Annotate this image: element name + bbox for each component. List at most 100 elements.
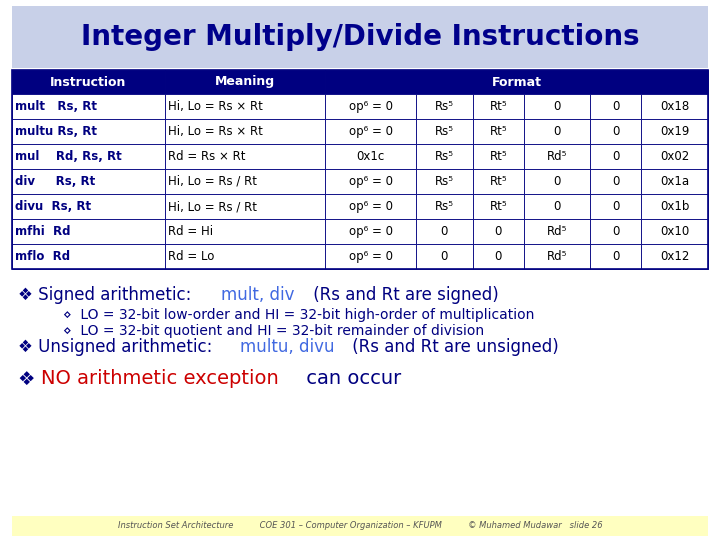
Text: 0: 0 (612, 225, 620, 238)
Text: 0: 0 (554, 175, 561, 188)
Text: 0: 0 (554, 125, 561, 138)
Text: ⋄  LO = 32-bit low-order and HI = 32-bit high-order of multiplication: ⋄ LO = 32-bit low-order and HI = 32-bit … (63, 308, 534, 322)
Bar (524, 94, 590, 119)
Text: 0: 0 (612, 200, 620, 213)
Bar (164, 70, 325, 94)
Text: 0: 0 (612, 150, 620, 163)
Bar (416, 144, 473, 169)
Bar (473, 144, 524, 169)
Text: mult, div: mult, div (221, 286, 294, 304)
Text: op⁶ = 0: op⁶ = 0 (348, 100, 392, 113)
Bar (416, 94, 473, 119)
Bar (325, 244, 416, 269)
Bar (590, 169, 642, 194)
Bar (12, 6, 708, 68)
Text: Format: Format (492, 76, 541, 89)
Bar (642, 219, 708, 244)
Text: ⋄  LO = 32-bit quotient and HI = 32-bit remainder of division: ⋄ LO = 32-bit quotient and HI = 32-bit r… (63, 324, 484, 338)
Bar (325, 119, 416, 144)
Bar (325, 194, 416, 219)
Text: 0: 0 (612, 100, 620, 113)
Bar (164, 169, 325, 194)
Bar (12, 169, 164, 194)
Text: Rd⁵: Rd⁵ (547, 250, 567, 263)
Text: Rd⁵: Rd⁵ (547, 225, 567, 238)
Bar (12, 219, 164, 244)
Bar (416, 169, 473, 194)
Text: mfhi  Rd: mfhi Rd (15, 225, 71, 238)
Bar (325, 144, 416, 169)
Bar (473, 94, 524, 119)
Text: ❖ Unsigned arithmetic:: ❖ Unsigned arithmetic: (18, 338, 217, 356)
Text: Rt⁵: Rt⁵ (490, 200, 507, 213)
Text: Hi, Lo = Rs / Rt: Hi, Lo = Rs / Rt (168, 175, 256, 188)
Text: 0: 0 (441, 250, 448, 263)
Text: 0x02: 0x02 (660, 150, 689, 163)
Text: Hi, Lo = Rs × Rt: Hi, Lo = Rs × Rt (168, 125, 262, 138)
Text: 0x19: 0x19 (660, 125, 690, 138)
Text: multu, divu: multu, divu (240, 338, 335, 356)
Text: mflo  Rd: mflo Rd (15, 250, 70, 263)
Bar (524, 169, 590, 194)
Bar (416, 119, 473, 144)
Text: 0: 0 (554, 200, 561, 213)
Bar (12, 244, 164, 269)
Bar (164, 144, 325, 169)
Bar (12, 94, 164, 119)
Bar (12, 70, 708, 269)
Bar (524, 144, 590, 169)
Text: Instruction Set Architecture          COE 301 – Computer Organization – KFUPM   : Instruction Set Architecture COE 301 – C… (117, 522, 603, 530)
Text: 0x1c: 0x1c (356, 150, 384, 163)
Bar (642, 94, 708, 119)
Bar (416, 244, 473, 269)
Text: multu Rs, Rt: multu Rs, Rt (15, 125, 97, 138)
Bar (164, 194, 325, 219)
Text: 0x1b: 0x1b (660, 200, 690, 213)
Text: Rt⁵: Rt⁵ (490, 125, 507, 138)
Bar (416, 219, 473, 244)
Text: (Rs and Rt are unsigned): (Rs and Rt are unsigned) (346, 338, 559, 356)
Bar (325, 169, 416, 194)
Bar (590, 144, 642, 169)
Bar (642, 244, 708, 269)
Text: mul    Rd, Rs, Rt: mul Rd, Rs, Rt (15, 150, 122, 163)
Text: 0: 0 (612, 125, 620, 138)
Text: Rs⁵: Rs⁵ (435, 200, 454, 213)
Bar (590, 119, 642, 144)
Bar (12, 70, 164, 94)
Text: mult   Rs, Rt: mult Rs, Rt (15, 100, 97, 113)
Bar (12, 119, 164, 144)
Text: op⁶ = 0: op⁶ = 0 (348, 250, 392, 263)
Text: Rd⁵: Rd⁵ (547, 150, 567, 163)
Bar (590, 94, 642, 119)
Text: op⁶ = 0: op⁶ = 0 (348, 125, 392, 138)
Bar (524, 219, 590, 244)
Bar (473, 244, 524, 269)
Text: Rs⁵: Rs⁵ (435, 125, 454, 138)
Text: Rs⁵: Rs⁵ (435, 100, 454, 113)
Bar (473, 194, 524, 219)
Text: Rd = Lo: Rd = Lo (168, 250, 214, 263)
Bar (325, 94, 416, 119)
Bar (524, 194, 590, 219)
Text: 0: 0 (612, 175, 620, 188)
Text: ❖ Signed arithmetic:: ❖ Signed arithmetic: (18, 286, 197, 304)
Bar (12, 144, 164, 169)
Text: Hi, Lo = Rs / Rt: Hi, Lo = Rs / Rt (168, 200, 256, 213)
Text: Rt⁵: Rt⁵ (490, 100, 507, 113)
Bar (12, 194, 164, 219)
Bar (473, 119, 524, 144)
Text: div     Rs, Rt: div Rs, Rt (15, 175, 95, 188)
Text: 0x12: 0x12 (660, 250, 690, 263)
Bar (164, 119, 325, 144)
Bar (590, 219, 642, 244)
Bar (590, 194, 642, 219)
Bar (642, 119, 708, 144)
Text: Rs⁵: Rs⁵ (435, 175, 454, 188)
Text: Rd = Rs × Rt: Rd = Rs × Rt (168, 150, 245, 163)
Text: Integer Multiply/Divide Instructions: Integer Multiply/Divide Instructions (81, 23, 639, 51)
Bar (642, 144, 708, 169)
Text: op⁶ = 0: op⁶ = 0 (348, 200, 392, 213)
Bar (642, 169, 708, 194)
Text: (Rs and Rt are signed): (Rs and Rt are signed) (308, 286, 499, 304)
